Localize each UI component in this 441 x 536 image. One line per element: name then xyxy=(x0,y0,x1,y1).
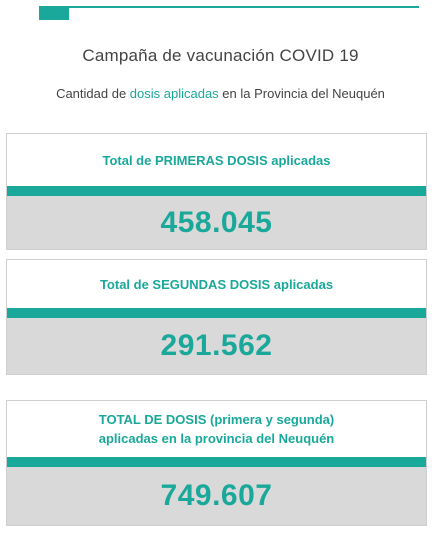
first-doses-value: 458.045 xyxy=(7,196,426,249)
second-doses-value: 291.562 xyxy=(7,318,426,374)
header-accent-block xyxy=(39,6,69,20)
subtitle-text-before: Cantidad de xyxy=(56,86,130,101)
first-doses-accent-bar xyxy=(7,186,426,196)
total-doses-label: TOTAL DE DOSIS (primera y segunda) aplic… xyxy=(7,401,426,457)
total-doses-card: TOTAL DE DOSIS (primera y segunda) aplic… xyxy=(6,400,427,526)
header-accent-line xyxy=(69,6,419,8)
first-doses-label: Total de PRIMERAS DOSIS aplicadas xyxy=(102,152,331,168)
total-doses-label-line1: TOTAL DE DOSIS (primera y segunda) xyxy=(98,412,335,427)
second-doses-accent-bar xyxy=(7,308,426,318)
second-doses-card: Total de SEGUNDAS DOSIS aplicadas 291.56… xyxy=(6,259,427,375)
second-doses-label: Total de SEGUNDAS DOSIS aplicadas xyxy=(99,276,334,292)
subtitle-text-after: en la Provincia del Neuquén xyxy=(218,86,385,101)
page-subtitle: Cantidad de dosis aplicadas en la Provin… xyxy=(0,86,441,101)
total-doses-label-line2: aplicadas en la provincia del Neuquén xyxy=(98,431,335,446)
subtitle-highlight: dosis aplicadas xyxy=(129,86,219,101)
total-doses-value: 749.607 xyxy=(7,467,426,525)
total-doses-accent-bar xyxy=(7,457,426,467)
first-doses-card: Total de PRIMERAS DOSIS aplicadas 458.04… xyxy=(6,133,427,250)
page-title: Campaña de vacunación COVID 19 xyxy=(82,46,359,65)
